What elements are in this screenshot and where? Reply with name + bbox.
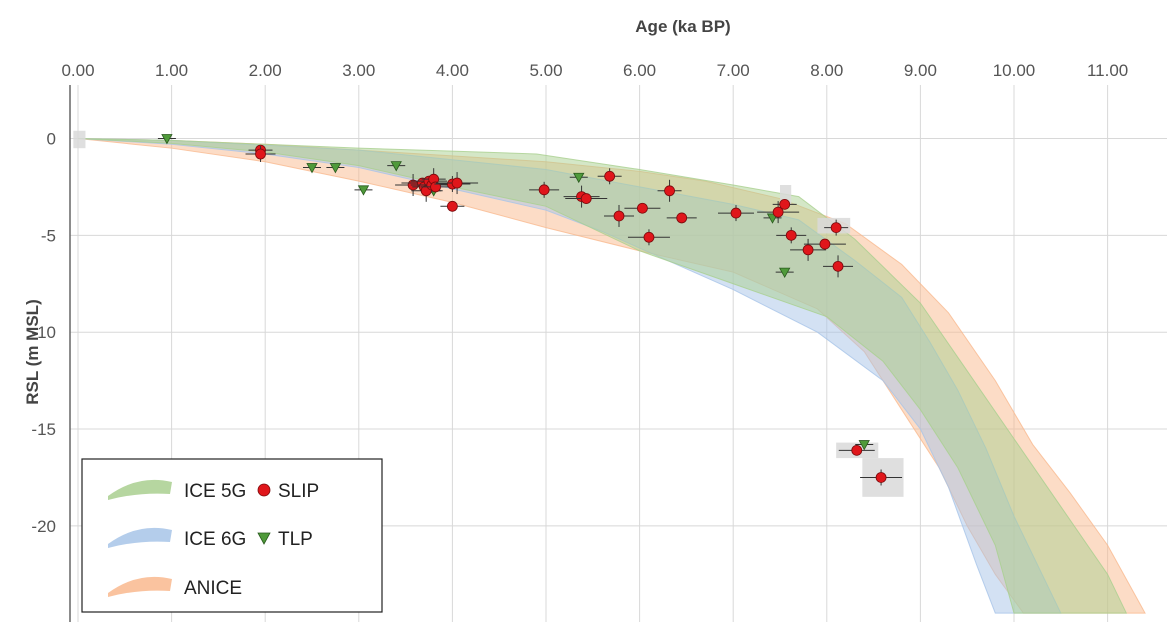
y-tick-label: -20 — [31, 517, 56, 536]
slip-point — [604, 170, 616, 182]
y-axis-title: RSL (m MSL) — [23, 299, 42, 404]
tlp-point — [573, 172, 585, 184]
x-axis-ticks: 0.00 1.00 2.00 3.00 4.00 5.00 6.00 7.00 8.00 9.00… — [61, 61, 1128, 80]
x-tick-label: 0.00 — [61, 61, 94, 80]
x-tick-label: 7.00 — [717, 61, 750, 80]
x-tick-label: 6.00 — [623, 61, 656, 80]
legend-marker-tlp — [257, 532, 271, 545]
x-tick-label: 3.00 — [342, 61, 375, 80]
x-tick-label: 8.00 — [810, 61, 843, 80]
x-tick-label: 2.00 — [249, 61, 282, 80]
slip-point — [730, 207, 742, 219]
slip-point — [664, 185, 675, 197]
slip-point — [785, 229, 797, 241]
slip-point — [830, 222, 842, 234]
slip-point — [779, 198, 791, 210]
legend-label: ANICE — [184, 578, 242, 599]
x-tick-label: 1.00 — [155, 61, 188, 80]
tlp-point — [357, 185, 370, 196]
tlp-point — [329, 163, 342, 174]
tlp-point — [390, 161, 402, 172]
slip-point — [802, 244, 814, 256]
slip-point — [643, 231, 655, 243]
tlp-point — [779, 267, 791, 278]
legend-label: ICE 6G — [184, 529, 246, 550]
uncertainty-box — [780, 184, 792, 205]
x-tick-label: 4.00 — [436, 61, 469, 80]
slip-point — [819, 238, 831, 250]
slip-point — [538, 184, 550, 196]
x-axis-title: Age (ka BP) — [635, 17, 730, 36]
y-axis-ticks: 0 -5 -10 -15 -20 — [31, 130, 56, 536]
slip-point — [676, 212, 688, 224]
slip-point — [255, 148, 266, 160]
slip-point — [832, 260, 844, 272]
x-tick-label: 11.00 — [1087, 61, 1128, 80]
x-tick-label: 10.00 — [993, 61, 1036, 80]
y-tick-label: 0 — [47, 130, 56, 149]
legend-label: ICE 5G — [184, 481, 246, 502]
slip-point — [451, 177, 463, 189]
band-ice5g — [77, 138, 1128, 614]
y-tick-label: -10 — [31, 323, 56, 342]
data-points — [157, 134, 903, 486]
y-tick-label: -15 — [31, 420, 56, 439]
legend-label: TLP — [278, 529, 313, 550]
legend-swatch-ice5g — [108, 479, 172, 500]
slip-point — [772, 206, 784, 218]
legend-swatch-anice — [108, 576, 172, 597]
x-tick-label: 5.00 — [529, 61, 562, 80]
tlp-point — [306, 163, 318, 174]
legend-swatch-ice6g — [108, 527, 172, 548]
tlp-point — [858, 440, 870, 451]
slip-point — [446, 200, 458, 212]
slip-point — [580, 193, 592, 204]
slip-point — [613, 210, 625, 222]
legend-marker-slip — [257, 483, 271, 497]
model-bands — [77, 138, 1146, 614]
legend-label: SLIP — [278, 481, 319, 502]
uncertainty-box — [73, 130, 86, 149]
y-tick-label: -5 — [41, 226, 56, 245]
slip-point — [851, 444, 863, 456]
tlp-point — [161, 134, 173, 145]
x-tick-label: 9.00 — [904, 61, 937, 80]
slip-point — [637, 202, 648, 214]
slip-point — [875, 472, 887, 483]
legend: ICE 5G SLIP ICE 6G TLP ANICE — [81, 458, 383, 613]
